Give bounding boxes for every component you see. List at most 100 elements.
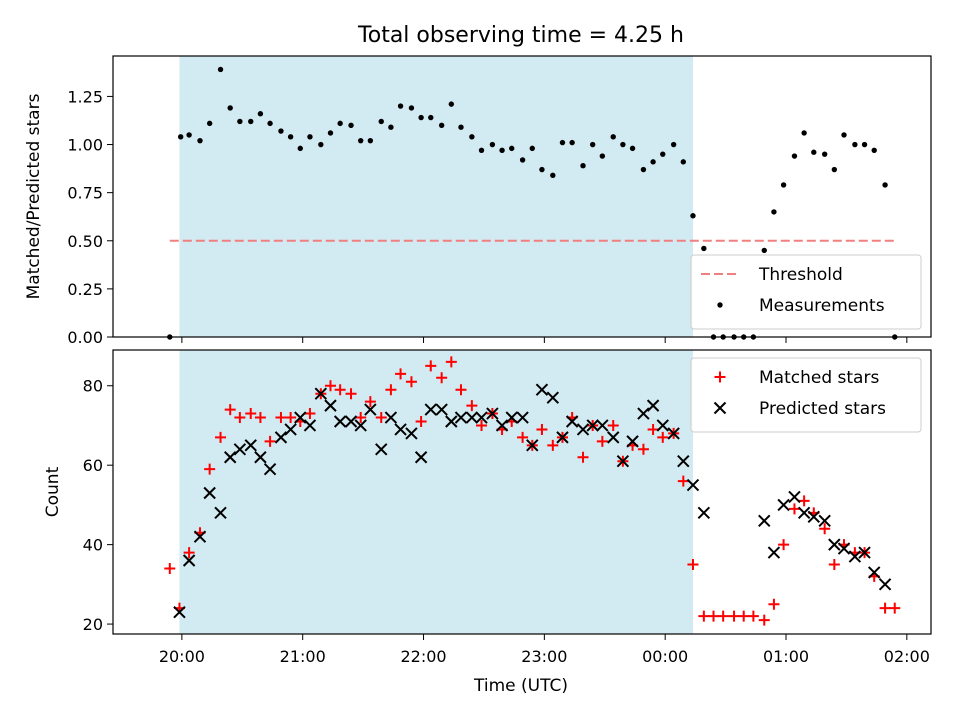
y-tick-label: 60 — [83, 456, 103, 475]
y-tick-label: 20 — [83, 615, 103, 634]
measurements-point — [348, 122, 354, 128]
measurements-point — [278, 128, 284, 134]
matched-stars-point — [275, 412, 287, 424]
measurements-point — [448, 101, 455, 107]
measurements-point — [882, 182, 888, 188]
measurements-point — [469, 134, 475, 140]
y-tick-label: 1.00 — [67, 136, 103, 155]
predicted-stars-point — [777, 498, 790, 512]
measurements-point — [307, 134, 313, 140]
matched-stars-point — [324, 380, 336, 392]
measurements-point — [428, 114, 434, 121]
predicted-stars-point — [375, 443, 388, 456]
measurements-point — [237, 118, 243, 125]
matched-stars-point — [547, 439, 559, 451]
predicted-stars-point — [788, 490, 801, 504]
matched-stars-point — [224, 404, 236, 416]
predicted-stars-point — [818, 514, 831, 528]
measurements-point — [660, 151, 666, 157]
legend-box — [690, 357, 922, 433]
measurements-point — [811, 149, 817, 155]
matched-stars-point — [466, 400, 478, 412]
predicted-stars-point — [667, 427, 680, 440]
predicted-stars-point — [686, 478, 700, 492]
legend-swatch-measurements — [717, 302, 723, 308]
matched-stars-point — [768, 598, 780, 610]
matched-stars-point — [738, 610, 750, 622]
predicted-stars-point — [405, 427, 418, 440]
predicted-stars-point — [384, 411, 398, 424]
measurements-point — [629, 145, 636, 152]
predicted-stars-point — [546, 391, 560, 404]
predicted-stars-point — [333, 415, 347, 428]
matched-stars-point — [183, 547, 195, 559]
measurements-point — [559, 139, 566, 146]
measurements-point — [458, 124, 464, 130]
predicted-stars-point — [254, 451, 267, 464]
predicted-stars-point — [797, 506, 811, 520]
matched-stars-point — [728, 610, 740, 622]
matched-stars-point — [798, 495, 810, 507]
matched-stars-point — [264, 435, 276, 447]
matched-stars-point — [215, 431, 227, 443]
matched-stars-point — [879, 602, 891, 614]
matched-stars-point — [747, 610, 759, 622]
predicted-stars-point — [535, 383, 549, 396]
matched-stars-point — [677, 475, 689, 487]
matched-stars-point — [245, 408, 257, 420]
predicted-stars-point — [767, 546, 781, 559]
predicted-stars-point — [526, 439, 539, 452]
measurements-point — [761, 247, 767, 254]
predicted-stars-point — [274, 431, 288, 444]
measurements-point — [177, 134, 184, 140]
predicted-stars-point — [858, 546, 871, 559]
observing-interval-shade — [179, 350, 693, 634]
matched-stars-point — [717, 610, 729, 622]
predicted-stars-point — [314, 387, 328, 400]
matched-stars-point — [375, 412, 387, 424]
predicted-stars-point — [516, 411, 529, 424]
predicted-stars-point — [233, 443, 247, 456]
measurements-point — [357, 137, 364, 144]
measurements-point — [217, 66, 224, 73]
predicted-stars-point — [182, 554, 196, 567]
measurements-point — [186, 132, 192, 138]
measurements-point — [620, 141, 626, 148]
y-tick-label: 40 — [83, 536, 103, 555]
matched-stars-point — [385, 384, 397, 396]
x-tick-label: 21:00 — [280, 647, 326, 666]
y-tick-label: 0.75 — [67, 184, 103, 203]
measurements-point — [701, 245, 707, 252]
measurements-point — [791, 153, 798, 159]
measurements-point — [550, 172, 556, 179]
measurements-point — [257, 111, 264, 117]
x-axis-label: Time (UTC) — [473, 676, 568, 696]
matched-stars-point — [607, 419, 619, 431]
matched-stars-point — [455, 384, 467, 396]
measurements-point — [197, 137, 203, 144]
measurements-point — [680, 159, 687, 165]
matched-stars-point — [204, 463, 216, 475]
y-tick-label: 1.25 — [67, 87, 103, 106]
measurements-point — [327, 130, 334, 136]
predicted-stars-point — [596, 419, 609, 432]
matched-stars-point — [345, 388, 357, 400]
predicted-stars-point — [294, 411, 307, 424]
predicted-stars-point — [586, 419, 599, 432]
measurements-point — [318, 141, 324, 148]
measurements-point — [690, 213, 696, 219]
matched-stars-point — [788, 503, 800, 515]
measurements-point — [438, 122, 445, 128]
measurements-point — [367, 137, 374, 144]
predicted-stars-point — [203, 486, 216, 500]
y-tick-label: 0.50 — [67, 232, 103, 251]
predicted-stars-point — [303, 419, 317, 432]
matched-stars-point — [304, 408, 316, 420]
predicted-stars-point — [626, 435, 639, 448]
predicted-stars-point — [284, 423, 297, 436]
predicted-stars-point — [656, 419, 669, 432]
predicted-stars-point — [324, 399, 337, 412]
measurements-point — [408, 105, 415, 111]
measurements-point — [388, 124, 394, 130]
matched-stars-point — [425, 360, 437, 372]
